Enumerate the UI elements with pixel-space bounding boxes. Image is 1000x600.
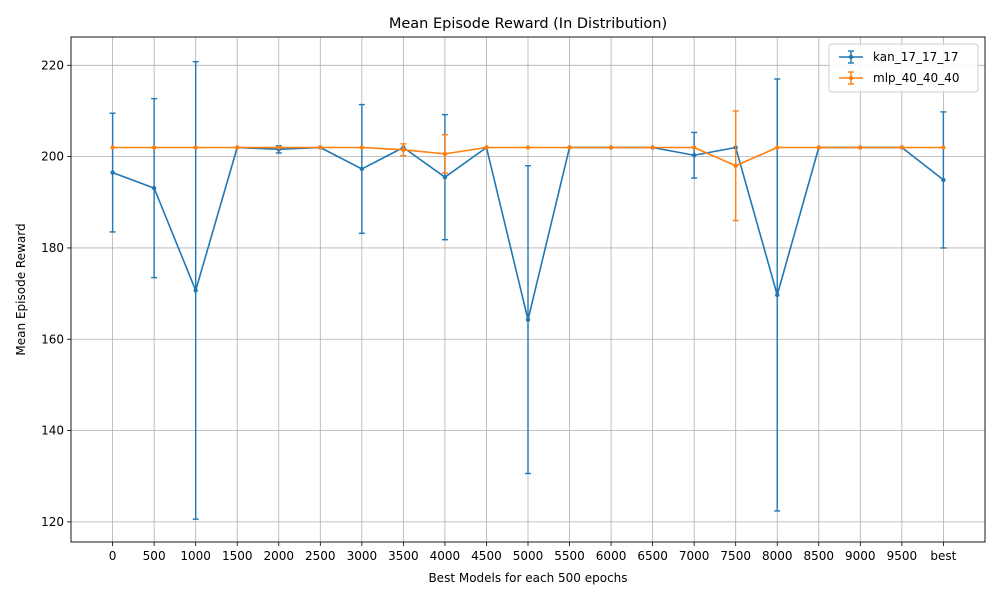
data-point bbox=[276, 145, 281, 150]
x-tick-label: best bbox=[930, 549, 956, 563]
x-tick-label: 4000 bbox=[430, 549, 461, 563]
x-tick-label: 9000 bbox=[845, 549, 876, 563]
data-point bbox=[110, 170, 115, 175]
chart-title: Mean Episode Reward (In Distribution) bbox=[389, 16, 667, 32]
x-tick-label: 8500 bbox=[804, 549, 835, 563]
x-tick-label: 2500 bbox=[305, 549, 336, 563]
legend: kan_17_17_17 mlp_40_40_40 bbox=[828, 43, 979, 93]
series-layer bbox=[109, 60, 947, 520]
x-tick-label: 7500 bbox=[720, 549, 751, 563]
y-tick-label: 220 bbox=[41, 58, 64, 72]
x-tick-label: 3500 bbox=[388, 549, 419, 563]
x-tick-label: 5500 bbox=[554, 549, 585, 563]
data-point bbox=[691, 145, 697, 150]
data-point bbox=[567, 145, 572, 150]
legend-entry: mlp_40_40_40 bbox=[839, 71, 959, 85]
data-point bbox=[525, 145, 531, 150]
x-tick-label: 0 bbox=[109, 549, 117, 563]
data-point bbox=[151, 145, 157, 150]
data-point bbox=[608, 145, 614, 150]
x-tick-label: 6500 bbox=[637, 549, 668, 563]
data-point bbox=[193, 288, 198, 293]
data-point bbox=[484, 145, 489, 150]
legend-label: mlp_40_40_40 bbox=[873, 71, 959, 85]
data-point bbox=[235, 145, 240, 150]
x-tick-label: 8000 bbox=[762, 549, 793, 563]
data-point bbox=[858, 145, 863, 150]
data-point bbox=[941, 177, 946, 183]
x-tick-label: 4500 bbox=[471, 549, 502, 563]
x-tick-label: 3000 bbox=[347, 549, 378, 563]
y-axis-ticks: 120 140 160 180 200 220 bbox=[41, 58, 71, 529]
y-tick-label: 200 bbox=[41, 150, 64, 164]
data-point bbox=[401, 147, 406, 152]
legend-marker bbox=[848, 54, 854, 60]
x-axis-label: Best Models for each 500 epochs bbox=[428, 571, 627, 585]
data-point bbox=[442, 151, 448, 157]
data-point bbox=[775, 292, 780, 298]
data-point bbox=[525, 317, 531, 322]
y-tick-label: 160 bbox=[41, 332, 64, 346]
data-point bbox=[691, 153, 697, 158]
data-point bbox=[650, 145, 655, 150]
series-mlp_40_40_40 bbox=[110, 110, 946, 222]
x-tick-label: 2000 bbox=[263, 549, 294, 563]
data-point bbox=[941, 145, 946, 150]
x-tick-label: 500 bbox=[143, 549, 166, 563]
legend-entry: kan_17_17_17 bbox=[839, 50, 959, 64]
x-tick-label: 9500 bbox=[887, 549, 918, 563]
x-tick-label: 5000 bbox=[513, 549, 544, 563]
data-point bbox=[733, 163, 738, 168]
data-point bbox=[359, 145, 365, 150]
x-tick-label: 1000 bbox=[180, 549, 211, 563]
x-axis-ticks: 0 500 1000 1500 2000 2500 3000 3500 4000 4500 5000… bbox=[109, 542, 957, 563]
y-tick-label: 140 bbox=[41, 424, 64, 438]
data-point bbox=[816, 145, 821, 150]
data-point bbox=[442, 174, 448, 180]
data-point bbox=[775, 145, 780, 150]
data-point bbox=[359, 166, 365, 172]
legend-label: kan_17_17_17 bbox=[873, 50, 959, 64]
y-tick-label: 120 bbox=[41, 515, 64, 529]
data-point bbox=[151, 185, 157, 191]
data-point bbox=[193, 145, 198, 150]
data-point bbox=[318, 145, 323, 150]
legend-frame bbox=[828, 43, 979, 93]
x-tick-label: 6000 bbox=[596, 549, 627, 563]
legend-marker bbox=[848, 75, 854, 81]
y-tick-label: 180 bbox=[41, 241, 64, 255]
x-tick-label: 1500 bbox=[222, 549, 253, 563]
data-point bbox=[110, 145, 115, 150]
data-point bbox=[899, 145, 905, 150]
x-tick-label: 7000 bbox=[679, 549, 710, 563]
y-axis-label: Mean Episode Reward bbox=[14, 223, 28, 355]
